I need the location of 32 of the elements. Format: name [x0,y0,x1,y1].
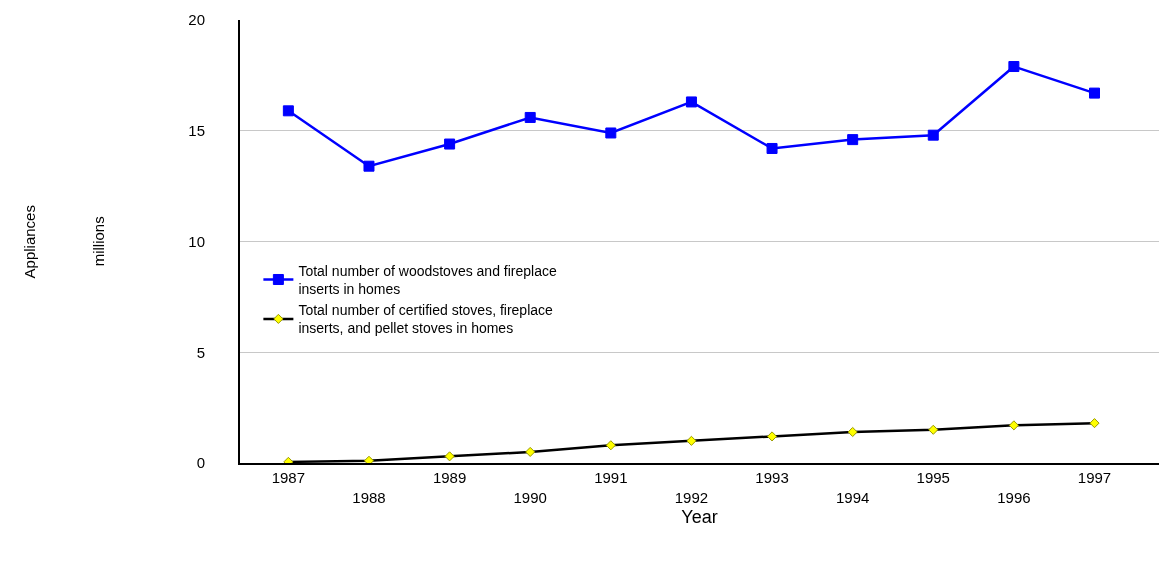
y-tick-label: 15 [188,122,205,139]
x-tick-label: 1994 [835,488,870,506]
x-tick-label: 1995 [916,469,950,486]
y-tick-label: 0 [196,454,205,472]
x-axis-title: Year [681,507,718,528]
point [766,142,778,154]
point [1089,87,1101,99]
point [605,127,617,139]
point [282,105,294,117]
point [363,160,375,172]
x-tick-label: 1997 [1077,469,1112,486]
legend-label: Total number of certified stoves, fireplace inserts, and pellet stoves in homes [298,302,554,337]
point [927,129,939,141]
x-tick-label: 1987 [271,469,306,486]
x-tick-label: 1989 [432,469,467,486]
x-tick-label: 1996 [997,488,1031,506]
text: millions [90,216,108,267]
x-tick-label: 1991 [594,469,628,486]
text: Appliances [21,205,39,279]
y-tick-label: 20 [188,11,205,29]
point [1008,61,1020,73]
x-tick-label: 1993 [755,469,789,486]
x-tick-label: 1990 [513,488,547,506]
x-tick-label: 1992 [674,488,709,506]
x-tick-label: 1988 [352,488,386,506]
point [685,96,697,108]
point [524,111,536,123]
point [847,134,859,146]
legend-label: Total number of woodstoves and fireplace inserts in homes [298,262,557,298]
y-tick-label: 5 [196,343,205,361]
point [444,138,456,150]
y-tick-label: 10 [188,232,205,250]
